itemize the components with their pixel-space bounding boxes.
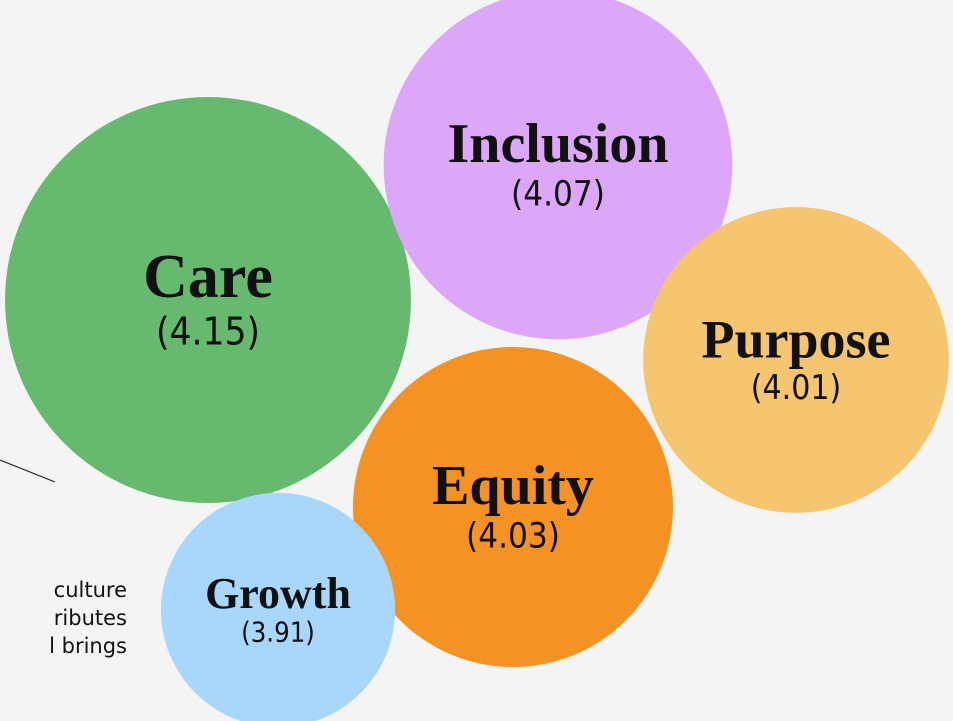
annotation: culture (54, 578, 127, 602)
bubble (643, 207, 949, 513)
annotation: l brings (49, 634, 127, 658)
bubble (383, 0, 733, 340)
bubble (160, 492, 396, 721)
bubble (352, 346, 674, 668)
bubble (5, 97, 411, 503)
bubble-value: (4.03) (466, 516, 560, 556)
bubble-label: Inclusion (448, 113, 669, 175)
bubble-label: Growth (205, 569, 351, 618)
bubble-label: Purpose (702, 309, 891, 369)
bubble-value: (4.15) (156, 310, 260, 355)
bubble-label: Equity (432, 455, 594, 517)
pointer-line (0, 459, 56, 483)
bubble-value: (4.01) (751, 368, 842, 407)
bubble-value: (4.07) (511, 174, 605, 214)
bubble-label: Care (143, 243, 273, 311)
annotation: ributes (54, 606, 127, 630)
bubble-value: (3.91) (241, 618, 315, 649)
